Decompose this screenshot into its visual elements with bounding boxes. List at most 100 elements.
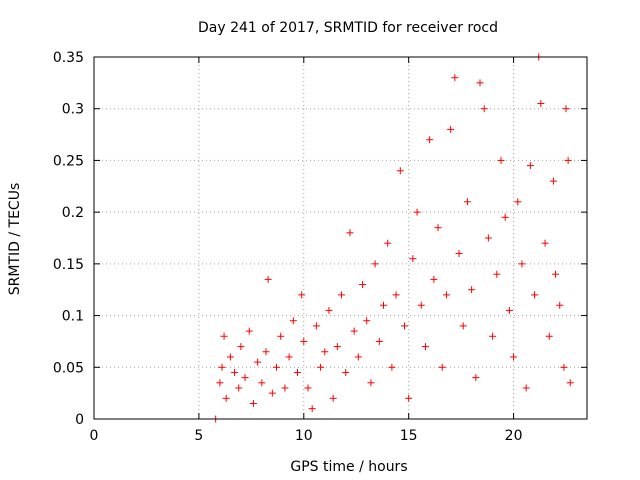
data-point: [489, 332, 497, 340]
x-tick-label: 15: [400, 428, 418, 444]
data-point: [405, 394, 413, 402]
data-point: [417, 301, 425, 309]
data-point: [363, 317, 371, 325]
data-point: [371, 260, 379, 268]
data-point: [434, 224, 442, 232]
chart-title: Day 241 of 2017, SRMTID for receiver roc…: [198, 20, 498, 36]
data-point: [367, 379, 375, 387]
data-point: [556, 301, 564, 309]
data-point: [505, 306, 513, 314]
data-point: [241, 374, 249, 382]
data-point: [220, 332, 228, 340]
data-point: [317, 363, 325, 371]
data-point: [338, 291, 346, 299]
data-point: [537, 100, 545, 108]
data-point: [325, 306, 333, 314]
data-point: [312, 322, 320, 330]
data-point: [300, 337, 308, 345]
data-point: [245, 327, 253, 335]
data-point: [518, 260, 526, 268]
data-point: [566, 379, 574, 387]
data-point: [293, 368, 301, 376]
data-point: [463, 198, 471, 206]
x-tick-label: 10: [295, 428, 313, 444]
data-point: [549, 177, 557, 185]
data-point: [226, 353, 234, 361]
data-point: [388, 363, 396, 371]
data-point: [562, 105, 570, 113]
data-point: [468, 286, 476, 294]
data-point: [531, 291, 539, 299]
x-tick-label: 5: [194, 428, 203, 444]
y-tick-label: 0.2: [62, 205, 84, 221]
data-point: [396, 167, 404, 175]
data-point: [285, 353, 293, 361]
data-point: [308, 405, 316, 413]
data-point: [564, 156, 572, 164]
grid-lines: [94, 57, 587, 419]
data-point: [476, 79, 484, 87]
data-point: [237, 343, 245, 351]
data-point: [281, 384, 289, 392]
data-point: [400, 322, 408, 330]
data-point: [413, 208, 421, 216]
y-tick-label: 0.05: [53, 360, 84, 376]
y-tick-label: 0.15: [53, 257, 84, 273]
data-point: [375, 337, 383, 345]
data-point: [329, 394, 337, 402]
plot-frame: [93, 56, 588, 420]
data-point: [342, 368, 350, 376]
data-point: [421, 343, 429, 351]
y-tick-label: 0.1: [62, 309, 84, 325]
data-point: [333, 343, 341, 351]
y-axis-label: SRMTID / TECUs: [7, 183, 23, 296]
data-point: [216, 379, 224, 387]
data-point: [249, 399, 257, 407]
y-tick-label: 0.35: [53, 50, 84, 66]
data-point: [268, 389, 276, 397]
data-point: [222, 394, 230, 402]
data-point: [298, 291, 306, 299]
data-point: [231, 368, 239, 376]
data-point: [522, 384, 530, 392]
data-point: [380, 301, 388, 309]
data-point: [392, 291, 400, 299]
data-point: [359, 281, 367, 289]
data-point: [277, 332, 285, 340]
data-point: [514, 198, 522, 206]
data-point: [455, 250, 463, 258]
data-point: [526, 162, 534, 170]
data-point: [438, 363, 446, 371]
data-point: [541, 239, 549, 247]
data-point: [235, 384, 243, 392]
y-tick-label: 0: [75, 412, 84, 428]
y-tick-label: 0.3: [62, 102, 84, 118]
y-tick-label: 0.25: [53, 153, 84, 169]
data-point: [497, 156, 505, 164]
data-point: [258, 379, 266, 387]
data-point: [501, 213, 509, 221]
y-axis-ticks: 0 0.05 0.1 0.15 0.2 0.25 0.3 0.35: [53, 50, 587, 428]
data-point: [560, 363, 568, 371]
data-point: [262, 348, 270, 356]
data-point: [409, 255, 417, 263]
data-point: [273, 363, 281, 371]
data-point: [451, 74, 459, 82]
data-point: [346, 229, 354, 237]
x-tick-label: 0: [90, 428, 99, 444]
data-point: [472, 374, 480, 382]
x-tick-label: 20: [505, 428, 523, 444]
data-point: [289, 317, 297, 325]
data-point: [321, 348, 329, 356]
data-point: [447, 125, 455, 133]
data-point: [430, 275, 438, 283]
x-axis-ticks: 0 5 10 15 20: [90, 57, 523, 444]
data-points: [212, 53, 574, 423]
data-point: [510, 353, 518, 361]
data-point: [442, 291, 450, 299]
data-point: [384, 239, 392, 247]
data-point: [552, 270, 560, 278]
data-point: [426, 136, 434, 144]
data-point: [304, 384, 312, 392]
